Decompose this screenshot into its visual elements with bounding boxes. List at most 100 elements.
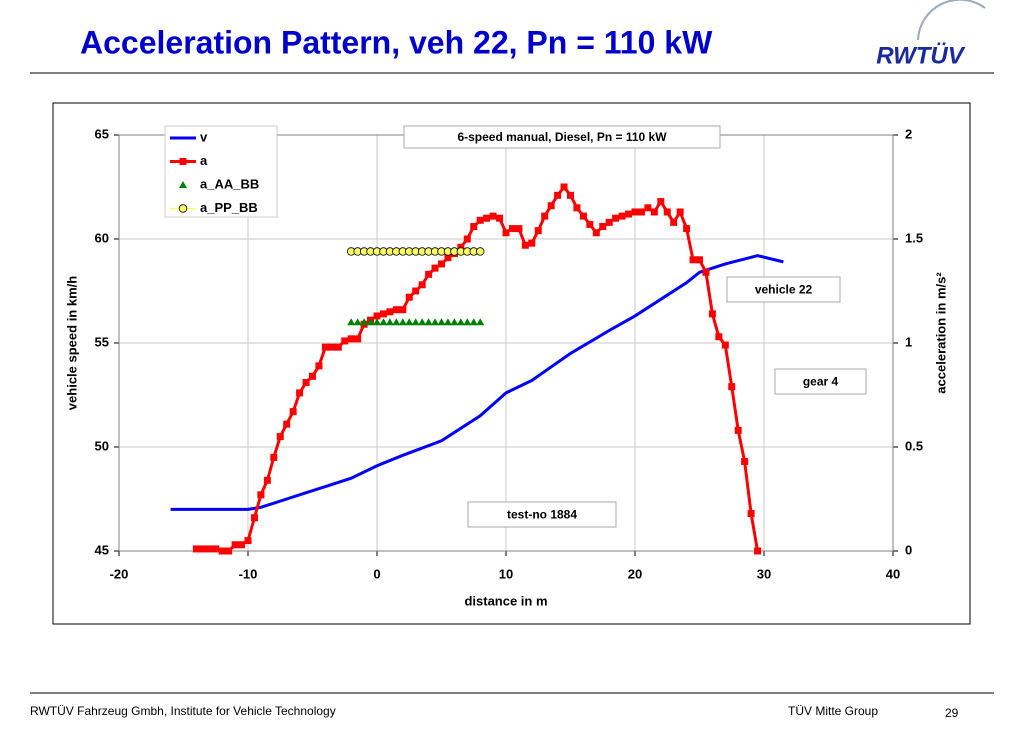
data-point: [489, 212, 497, 220]
data-point: [438, 260, 445, 268]
y2-tick-label: 1: [905, 334, 912, 349]
data-point: [683, 225, 691, 233]
data-point: [715, 333, 723, 341]
data-point: [708, 310, 716, 318]
data-point: [231, 541, 239, 549]
data-point: [476, 318, 485, 326]
data-point: [469, 318, 478, 326]
data-point: [424, 318, 433, 326]
legend-label: a: [200, 153, 208, 168]
x-tick-label: 10: [499, 566, 513, 581]
x-axis-label: distance in m: [464, 593, 547, 608]
data-point: [496, 214, 504, 222]
y-tick-label: 50: [95, 438, 109, 453]
data-point: [412, 287, 420, 295]
legend-marker: [179, 181, 187, 188]
data-point: [618, 212, 626, 220]
series-line: [170, 254, 784, 511]
data-point: [437, 318, 446, 326]
y-tick-label: 65: [95, 126, 109, 141]
data-point: [353, 318, 362, 326]
y2-tick-label: 0.5: [905, 438, 923, 453]
data-point: [528, 239, 536, 247]
data-point: [470, 223, 478, 231]
data-point: [521, 241, 529, 249]
data-point: [354, 335, 362, 343]
data-point: [747, 510, 755, 518]
footer-left: RWTÜV Fahrzeug Gmbh, Institute for Vehic…: [30, 704, 336, 718]
y-tick-label: 55: [95, 334, 109, 349]
data-point: [199, 545, 207, 553]
data-point: [315, 362, 323, 370]
data-point: [212, 545, 220, 553]
logo-arc: [917, 0, 986, 41]
data-point: [637, 208, 645, 216]
data-point: [244, 537, 252, 545]
data-point: [586, 220, 594, 228]
data-point: [567, 191, 574, 199]
x-tick-label: -20: [110, 566, 129, 581]
y-axis-label: vehicle speed in km/h: [64, 276, 79, 410]
annotation-box: [726, 276, 841, 303]
data-point: [728, 383, 736, 391]
data-point: [296, 389, 304, 397]
data-point: [573, 204, 581, 212]
data-point: [702, 268, 710, 276]
annotation-box: [467, 501, 617, 528]
data-point: [612, 214, 620, 222]
data-point: [309, 372, 316, 380]
data-point: [502, 229, 510, 237]
data-point: [483, 214, 491, 222]
data-point: [398, 318, 407, 326]
data-point: [443, 318, 452, 326]
data-point: [663, 208, 671, 216]
annotation: 6-speed manual, Diesel, Pn = 110 kW: [457, 130, 667, 144]
y-tick-label: 60: [95, 230, 109, 245]
data-point: [341, 337, 349, 345]
data-point: [515, 225, 523, 233]
data-point: [392, 318, 401, 326]
data-point: [379, 310, 387, 318]
data-point: [289, 408, 297, 416]
data-point: [560, 183, 568, 191]
data-point: [554, 191, 562, 199]
data-point: [599, 223, 607, 231]
data-point: [425, 270, 433, 278]
x-tick-label: 30: [757, 566, 771, 581]
data-point: [754, 547, 762, 555]
data-point: [657, 198, 665, 206]
data-point: [334, 343, 342, 351]
data-point: [431, 264, 439, 272]
data-point: [579, 212, 587, 220]
annotation-box: [403, 125, 721, 149]
data-point: [263, 476, 271, 484]
data-point: [225, 547, 233, 555]
data-point: [476, 247, 485, 256]
data-point: [463, 235, 471, 243]
data-point: [696, 256, 703, 264]
legend-marker: [178, 204, 188, 213]
data-point: [276, 433, 284, 441]
data-point: [405, 318, 414, 326]
legend-label: a_AA_BB: [200, 176, 259, 191]
annotation: test-no 1884: [507, 508, 577, 522]
data-point: [360, 318, 369, 326]
annotation: gear 4: [803, 375, 839, 389]
data-point: [676, 208, 684, 216]
annotation: vehicle 22: [755, 283, 813, 297]
data-point: [644, 204, 652, 212]
data-point: [405, 293, 413, 301]
data-point: [205, 545, 213, 553]
legend-marker: [179, 158, 187, 165]
data-point: [547, 202, 555, 210]
data-point: [463, 318, 472, 326]
data-point: [321, 343, 329, 351]
data-point: [392, 306, 400, 314]
data-point: [399, 306, 407, 314]
data-point: [418, 318, 427, 326]
data-point: [250, 514, 258, 522]
y2-tick-label: 0: [905, 542, 912, 557]
data-point: [257, 491, 265, 499]
data-point: [689, 256, 697, 264]
